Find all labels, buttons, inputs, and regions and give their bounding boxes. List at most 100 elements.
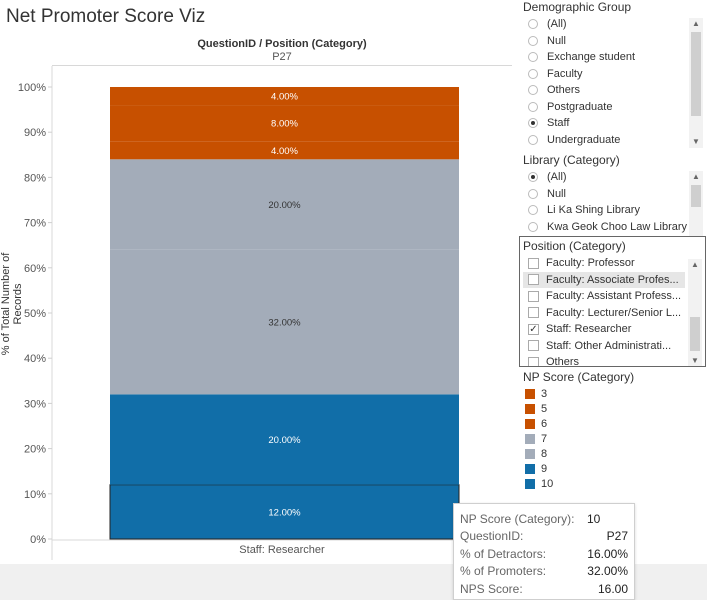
scroll-down-icon[interactable]: ▼ — [692, 137, 700, 146]
y-tick-label: 20% — [24, 444, 46, 456]
checkbox-icon[interactable] — [528, 307, 539, 319]
tooltip-row: QuestionID: P27 — [460, 528, 628, 546]
position-option[interactable]: Faculty: Associate Profes... — [523, 271, 685, 288]
radio-icon[interactable] — [528, 52, 538, 63]
radio-icon[interactable] — [528, 85, 538, 96]
tooltip-key: QuestionID: — [460, 529, 524, 544]
checkbox-icon[interactable] — [528, 257, 539, 269]
checkbox-icon[interactable] — [528, 356, 539, 366]
legend-label: 3 — [541, 387, 548, 400]
position-option[interactable]: ✓ Staff: Researcher — [523, 321, 685, 338]
library-option[interactable]: (All) — [528, 169, 707, 186]
legend-item[interactable]: 3 — [519, 386, 707, 401]
tooltip-key: NPS Score: — [460, 581, 523, 596]
bar-segment-10 — [110, 484, 459, 539]
library-filter-title: Library (Category) — [523, 153, 620, 167]
radio-icon[interactable] — [528, 101, 538, 112]
legend-swatch — [525, 403, 535, 414]
tooltip-key: % of Promoters: — [460, 564, 547, 579]
bar-segment-7 — [110, 159, 459, 250]
library-filter-list: (All) Null Li Ka Shing Library Kwa Geok Cho… — [519, 169, 707, 235]
scroll-up-icon[interactable]: ▲ — [692, 19, 700, 28]
option-label: Others — [547, 84, 581, 97]
legend-item[interactable]: 9 — [519, 461, 707, 476]
legend-item[interactable]: 6 — [519, 416, 707, 431]
option-label: Undergraduate — [547, 133, 621, 146]
position-scrollbar[interactable]: ▲ ▼ — [688, 259, 702, 366]
bar-data-label: 4.00% — [271, 146, 298, 157]
position-filter: Position (Category) Faculty: Professor Fa… — [519, 236, 706, 367]
legend-item[interactable]: 7 — [519, 431, 707, 446]
demographic-option[interactable]: Faculty — [528, 66, 707, 83]
tooltip-key: % of Detractors: — [460, 546, 547, 561]
scroll-thumb[interactable] — [691, 32, 701, 116]
radio-icon[interactable] — [528, 134, 538, 145]
position-option[interactable]: Staff: Other Administrati... — [523, 338, 685, 355]
bar-segment-9 — [110, 394, 459, 485]
radio-icon[interactable] — [528, 205, 538, 216]
legend-item[interactable]: 10 — [519, 476, 707, 491]
option-label: Li Ka Shing Library — [547, 204, 640, 217]
option-label: (All) — [547, 171, 567, 184]
option-label: Staff — [547, 117, 570, 130]
option-label: Staff: Researcher — [546, 323, 632, 336]
position-option[interactable]: Faculty: Assistant Profess... — [523, 288, 685, 305]
tooltip-row: NPS Score: 16.00 — [460, 580, 628, 598]
demographic-option[interactable]: Undergraduate — [528, 132, 707, 149]
bar-segment-8 — [110, 249, 459, 395]
y-tick-label: 80% — [24, 172, 46, 184]
demographic-option[interactable]: Others — [528, 82, 707, 99]
scroll-thumb[interactable] — [690, 317, 700, 351]
checkbox-icon[interactable] — [528, 340, 539, 352]
tooltip-key: NP Score (Category): — [460, 511, 575, 526]
position-option[interactable]: Faculty: Professor — [523, 255, 685, 272]
np-score-legend: NP Score (Category) 3 5 6 7 8 9 10 — [519, 370, 707, 491]
y-tick-label: 40% — [24, 353, 46, 365]
demographic-option[interactable]: Null — [528, 33, 707, 50]
position-option[interactable]: Faculty: Lecturer/Senior L... — [523, 305, 685, 322]
radio-icon[interactable] — [528, 68, 538, 79]
legend-item[interactable]: 8 — [519, 446, 707, 461]
legend-item[interactable]: 5 — [519, 401, 707, 416]
bar-segment-6 — [110, 141, 459, 160]
library-scrollbar[interactable]: ▲ — [689, 171, 703, 237]
y-tick-label: 0% — [30, 534, 46, 546]
position-option[interactable]: Others — [523, 354, 685, 366]
tooltip: NP Score (Category): 10 QuestionID: P27% of… — [453, 503, 635, 600]
bar-data-label: 20.00% — [268, 200, 301, 211]
checkbox-icon[interactable]: ✓ — [528, 323, 539, 335]
demographic-scrollbar[interactable]: ▲ ▼ — [689, 18, 703, 148]
library-option[interactable]: Kwa Geok Choo Law Library — [528, 219, 707, 236]
legend-label: 6 — [541, 417, 548, 430]
column-header: QuestionID / Position (Category) P27 — [52, 38, 512, 66]
demographic-option[interactable]: Postgraduate — [528, 99, 707, 116]
y-tick-label: 10% — [24, 489, 46, 501]
checkbox-icon[interactable] — [528, 274, 539, 286]
radio-icon[interactable] — [528, 221, 538, 232]
demographic-option[interactable]: (All) — [528, 16, 707, 33]
option-label: Staff: Other Administrati... — [546, 339, 672, 352]
position-filter-list: Faculty: Professor Faculty: Associate Pro… — [520, 255, 705, 366]
x-axis-category-label: Staff: Researcher — [239, 544, 325, 556]
radio-icon[interactable] — [528, 118, 538, 129]
y-tick-label: 30% — [24, 398, 46, 410]
library-option[interactable]: Li Ka Shing Library — [528, 202, 707, 219]
radio-icon[interactable] — [528, 172, 538, 183]
bar-data-label: 4.00% — [271, 92, 298, 103]
bar-data-label: 20.00% — [268, 435, 301, 446]
demographic-option[interactable]: Staff — [528, 115, 707, 132]
scroll-down-icon[interactable]: ▼ — [691, 356, 699, 365]
scroll-up-icon[interactable]: ▲ — [692, 172, 700, 181]
option-label: Faculty: Associate Profes... — [546, 273, 679, 286]
page-title: Net Promoter Score Viz — [6, 6, 206, 27]
radio-icon[interactable] — [528, 188, 538, 199]
checkbox-icon[interactable] — [528, 290, 539, 302]
legend-label: 9 — [541, 462, 548, 475]
scroll-thumb[interactable] — [691, 185, 701, 207]
library-option[interactable]: Null — [528, 186, 707, 203]
demographic-filter-list: (All) Null Exchange student Faculty Others Po… — [519, 16, 707, 148]
radio-icon[interactable] — [528, 19, 538, 30]
demographic-option[interactable]: Exchange student — [528, 49, 707, 66]
radio-icon[interactable] — [528, 35, 538, 46]
scroll-up-icon[interactable]: ▲ — [691, 260, 699, 269]
